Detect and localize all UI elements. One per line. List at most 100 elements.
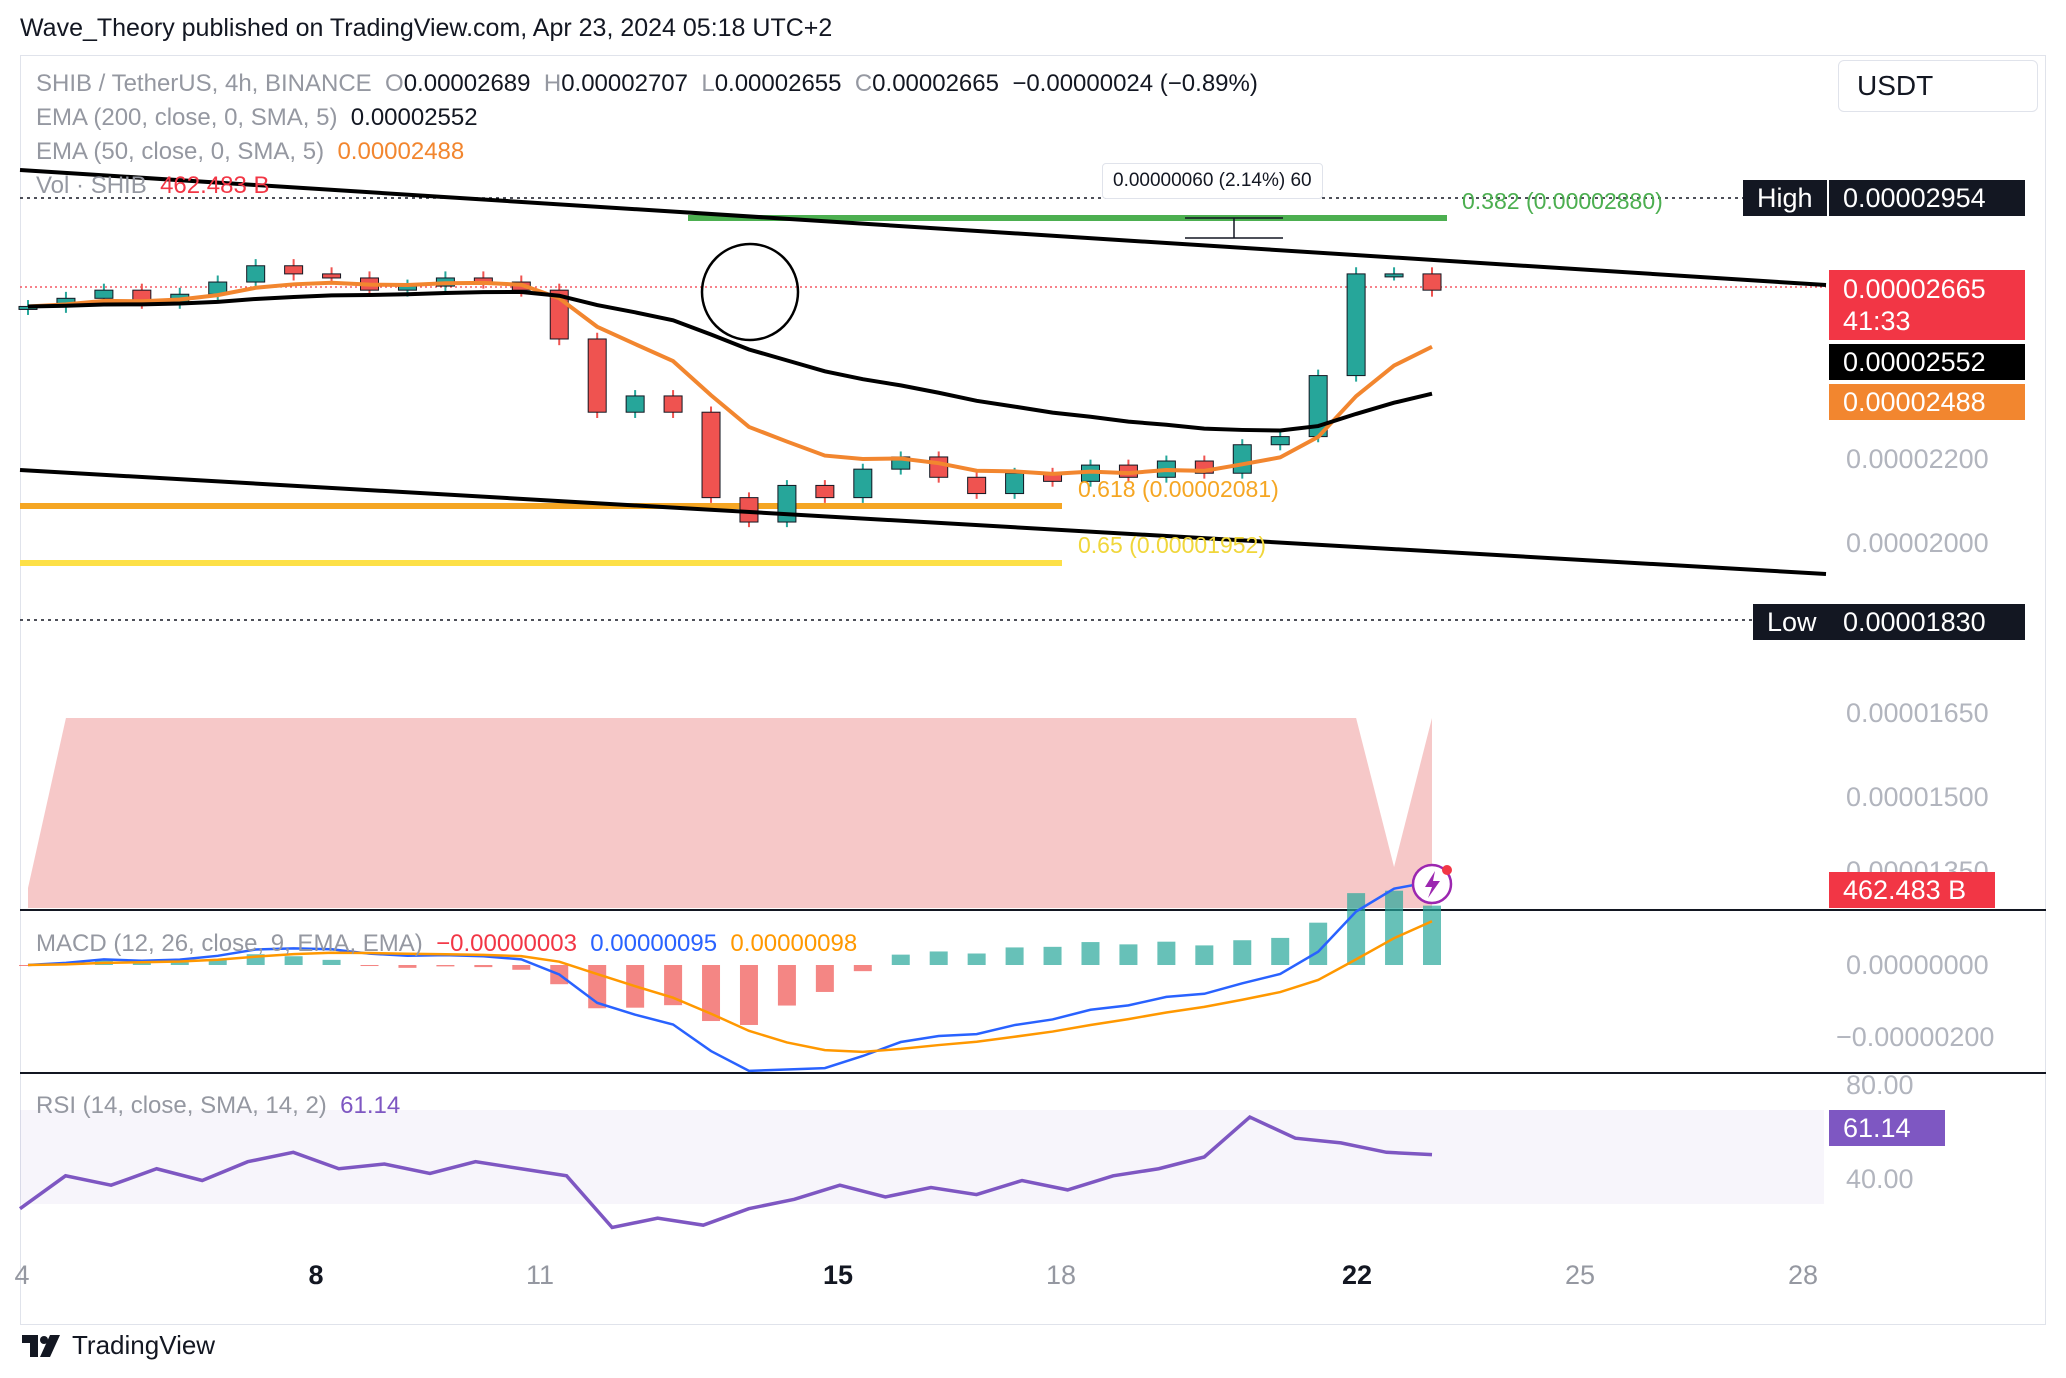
ema200-legend: EMA (200, close, 0, SMA, 5) 0.00002552 — [36, 104, 478, 132]
high-tag-label: High — [1743, 180, 1827, 216]
fib-65-label: 0.65 (0.00001952) — [1078, 532, 1266, 558]
candle-body — [853, 468, 873, 499]
fib-382-label: 0.382 (0.00002880) — [1462, 188, 1663, 214]
macd-histogram-bar — [284, 956, 303, 965]
rsi-value: 61.14 — [340, 1092, 401, 1119]
macd-histogram-bar — [929, 951, 948, 965]
brand-name: TradingView — [72, 1330, 216, 1360]
candle-body — [1346, 273, 1366, 377]
high-value: 0.00002707 — [561, 70, 688, 97]
macd-histogram-bar — [170, 962, 189, 965]
close-value: 0.00002665 — [872, 70, 999, 97]
macd-histogram-bar — [967, 953, 986, 965]
x-tick-label: 22 — [1341, 1260, 1373, 1290]
price-axis-label: 0.00001500 — [1846, 782, 1989, 812]
volume-tag: 462.483 B — [1829, 872, 1995, 908]
candle-body — [94, 289, 114, 299]
macd-axis-label: 0.00000000 — [1846, 950, 1989, 980]
tradingview-logo-icon — [22, 1334, 60, 1357]
x-tick-label: 15 — [822, 1260, 854, 1290]
macd-histogram-bar — [1119, 944, 1138, 965]
currency-selector[interactable]: USDT — [1838, 60, 2038, 112]
symbol-legend: SHIB / TetherUS, 4h, BINANCE O0.00002689… — [36, 70, 1258, 98]
ema200-label: EMA (200, close, 0, SMA, 5) — [36, 104, 338, 131]
candle-body — [967, 476, 987, 495]
macd-hist-value: −0.00000003 — [436, 930, 577, 957]
low-tag-value: 0.00001830 — [1829, 604, 2025, 640]
x-tick-label: 4 — [14, 1260, 30, 1290]
candle-body — [929, 456, 949, 478]
macd-histogram-bar — [815, 965, 834, 992]
chart-frame — [20, 55, 2046, 1325]
ema50-label: EMA (50, close, 0, SMA, 5) — [36, 138, 325, 165]
rsi-label: RSI (14, close, SMA, 14, 2) — [36, 1092, 327, 1119]
macd-histogram-bar — [512, 965, 531, 970]
macd-label: MACD (12, 26, close, 9, EMA, EMA) — [36, 930, 423, 957]
macd-histogram-bar — [322, 959, 341, 965]
ema50-value: 0.00002488 — [337, 138, 465, 165]
macd-histogram-bar — [1157, 941, 1176, 965]
rsi-legend: RSI (14, close, SMA, 14, 2) 61.14 — [36, 1092, 400, 1120]
measure-label: 0.00000060 (2.14%) 60 — [1102, 163, 1323, 199]
symbol-name: SHIB / TetherUS, 4h, BINANCE — [36, 70, 372, 97]
rsi-axis-label: 40.00 — [1846, 1164, 1914, 1194]
fib-618-label: 0.618 (0.00002081) — [1078, 476, 1279, 502]
macd-value: 0.00000095 — [590, 930, 718, 957]
volume-legend: Vol · SHIB 462.483 B — [36, 172, 270, 200]
last-price-tag: 0.00002665 41:33 — [1829, 270, 2025, 340]
channel-lower-line — [19, 468, 1827, 576]
macd-histogram-bar — [398, 965, 417, 968]
macd-histogram-bar — [436, 965, 455, 967]
macd-histogram-bar — [360, 965, 379, 967]
macd-histogram-bar — [474, 965, 493, 968]
macd-histogram-bar — [1005, 947, 1024, 965]
candlesticks — [18, 259, 1442, 528]
macd-histogram-bar — [1043, 946, 1062, 965]
macd-signal-value: 0.00000098 — [730, 930, 858, 957]
x-tick-label: 28 — [1787, 1260, 1819, 1290]
macd-legend: MACD (12, 26, close, 9, EMA, EMA) −0.000… — [36, 930, 857, 958]
macd-histogram-bar — [246, 954, 265, 965]
macd-histogram-bar — [702, 965, 721, 1022]
volume-value: 462.483 B — [160, 172, 270, 199]
high-tag-value: 0.00002954 — [1829, 180, 2025, 216]
macd-histogram-bar — [1233, 940, 1252, 965]
low-value: 0.00002655 — [714, 70, 842, 97]
tradingview-brand[interactable]: TradingView — [22, 1330, 215, 1361]
candle-body — [663, 395, 683, 413]
last-price-value: 0.00002665 — [1843, 274, 1986, 304]
ema200-line — [27, 289, 1433, 433]
close-label: C — [854, 70, 873, 97]
price-axis-label: 0.00001650 — [1846, 698, 1989, 728]
candle-body — [1005, 472, 1025, 495]
candle-body — [1232, 444, 1252, 474]
candle-body — [284, 265, 304, 275]
candle-body — [701, 411, 721, 499]
macd-histogram-bar — [132, 962, 151, 965]
ema200-value: 0.00002552 — [350, 104, 478, 131]
crossover-circle — [700, 242, 800, 342]
volume-area — [28, 718, 1432, 908]
volume-label: Vol · SHIB — [36, 172, 147, 199]
x-tick-label: 8 — [308, 1260, 324, 1290]
rsi-tag: 61.14 — [1829, 1110, 1945, 1146]
x-tick-label: 25 — [1564, 1260, 1596, 1290]
lightning-icon[interactable] — [1411, 863, 1453, 905]
candle-body — [1270, 436, 1290, 446]
macd-histogram-bar — [853, 965, 872, 972]
macd-axis-label: −0.00000200 — [1836, 1022, 1995, 1052]
rsi-line — [18, 1114, 1433, 1230]
candle-body — [777, 484, 797, 523]
macd-histogram-bar — [1347, 893, 1366, 965]
macd-histogram-bar — [1271, 937, 1290, 965]
price-axis-label: 0.00002200 — [1846, 444, 1989, 474]
x-tick-label: 18 — [1045, 1260, 1077, 1290]
macd-line — [27, 880, 1433, 1073]
rsi-axis-label: 80.00 — [1846, 1070, 1914, 1100]
macd-histogram-bar — [1423, 905, 1441, 965]
macd-histogram-bar — [1385, 890, 1404, 965]
ema50-legend: EMA (50, close, 0, SMA, 5) 0.00002488 — [36, 138, 464, 166]
ema50-tag: 0.00002488 — [1829, 384, 2025, 420]
ema200-tag: 0.00002552 — [1829, 344, 2025, 380]
